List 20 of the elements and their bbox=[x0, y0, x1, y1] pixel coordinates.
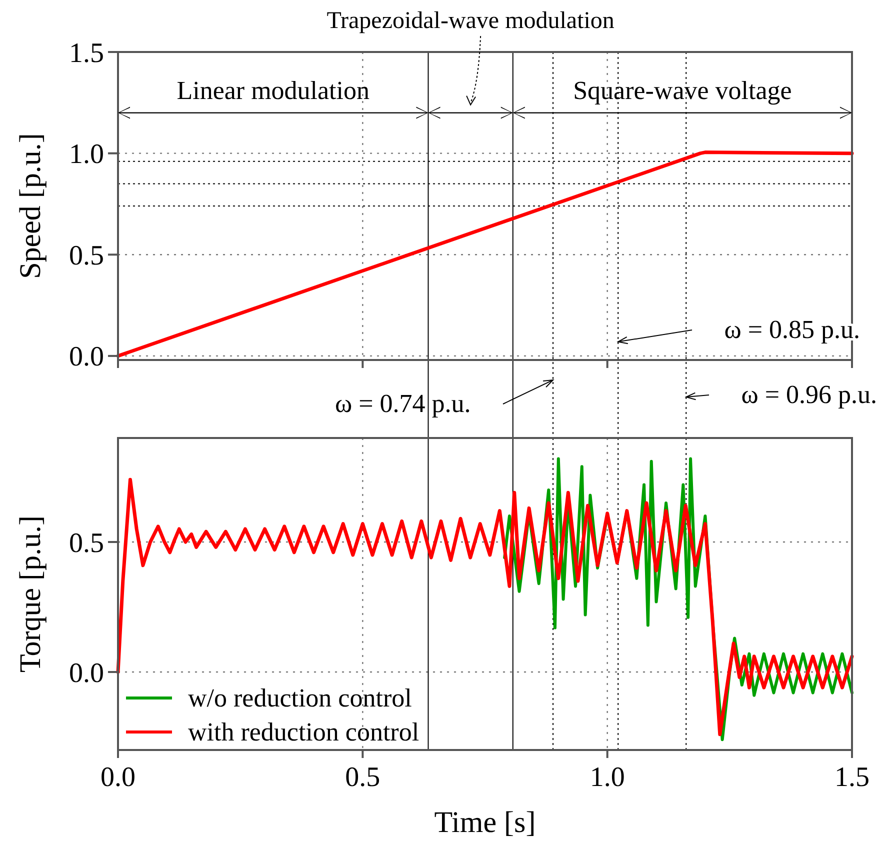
x-tick-label: 0.0 bbox=[100, 762, 136, 793]
annotation: Square-wave voltage bbox=[573, 76, 792, 105]
x-tick-label: 1.0 bbox=[590, 762, 625, 793]
y-axis-title: Speed [p.u.] bbox=[14, 133, 47, 279]
text: ω = 0.96 p.u. bbox=[741, 380, 877, 409]
y-tick-label: 1.0 bbox=[69, 139, 104, 170]
y-tick-label: 0.0 bbox=[69, 658, 104, 689]
x-tick-label: 1.5 bbox=[834, 762, 870, 793]
text: Trapezoidal-wave modulation bbox=[326, 8, 614, 34]
y-tick-label: 0.0 bbox=[69, 342, 104, 373]
y-tick-label: 0.5 bbox=[69, 240, 104, 272]
x-axis-title: Time [s] bbox=[434, 806, 536, 839]
legend-label: with reduction control bbox=[188, 718, 420, 747]
y-axis-title: Torque [p.u.] bbox=[14, 515, 47, 673]
annotation: Linear modulation bbox=[176, 76, 370, 105]
y-tick-label: 1.5 bbox=[69, 38, 104, 69]
x-tick-label: 0.5 bbox=[345, 762, 380, 793]
legend-label: w/o reduction control bbox=[188, 684, 412, 713]
y-tick-label: 0.5 bbox=[69, 528, 104, 559]
text: ω = 0.74 p.u. bbox=[335, 389, 471, 418]
